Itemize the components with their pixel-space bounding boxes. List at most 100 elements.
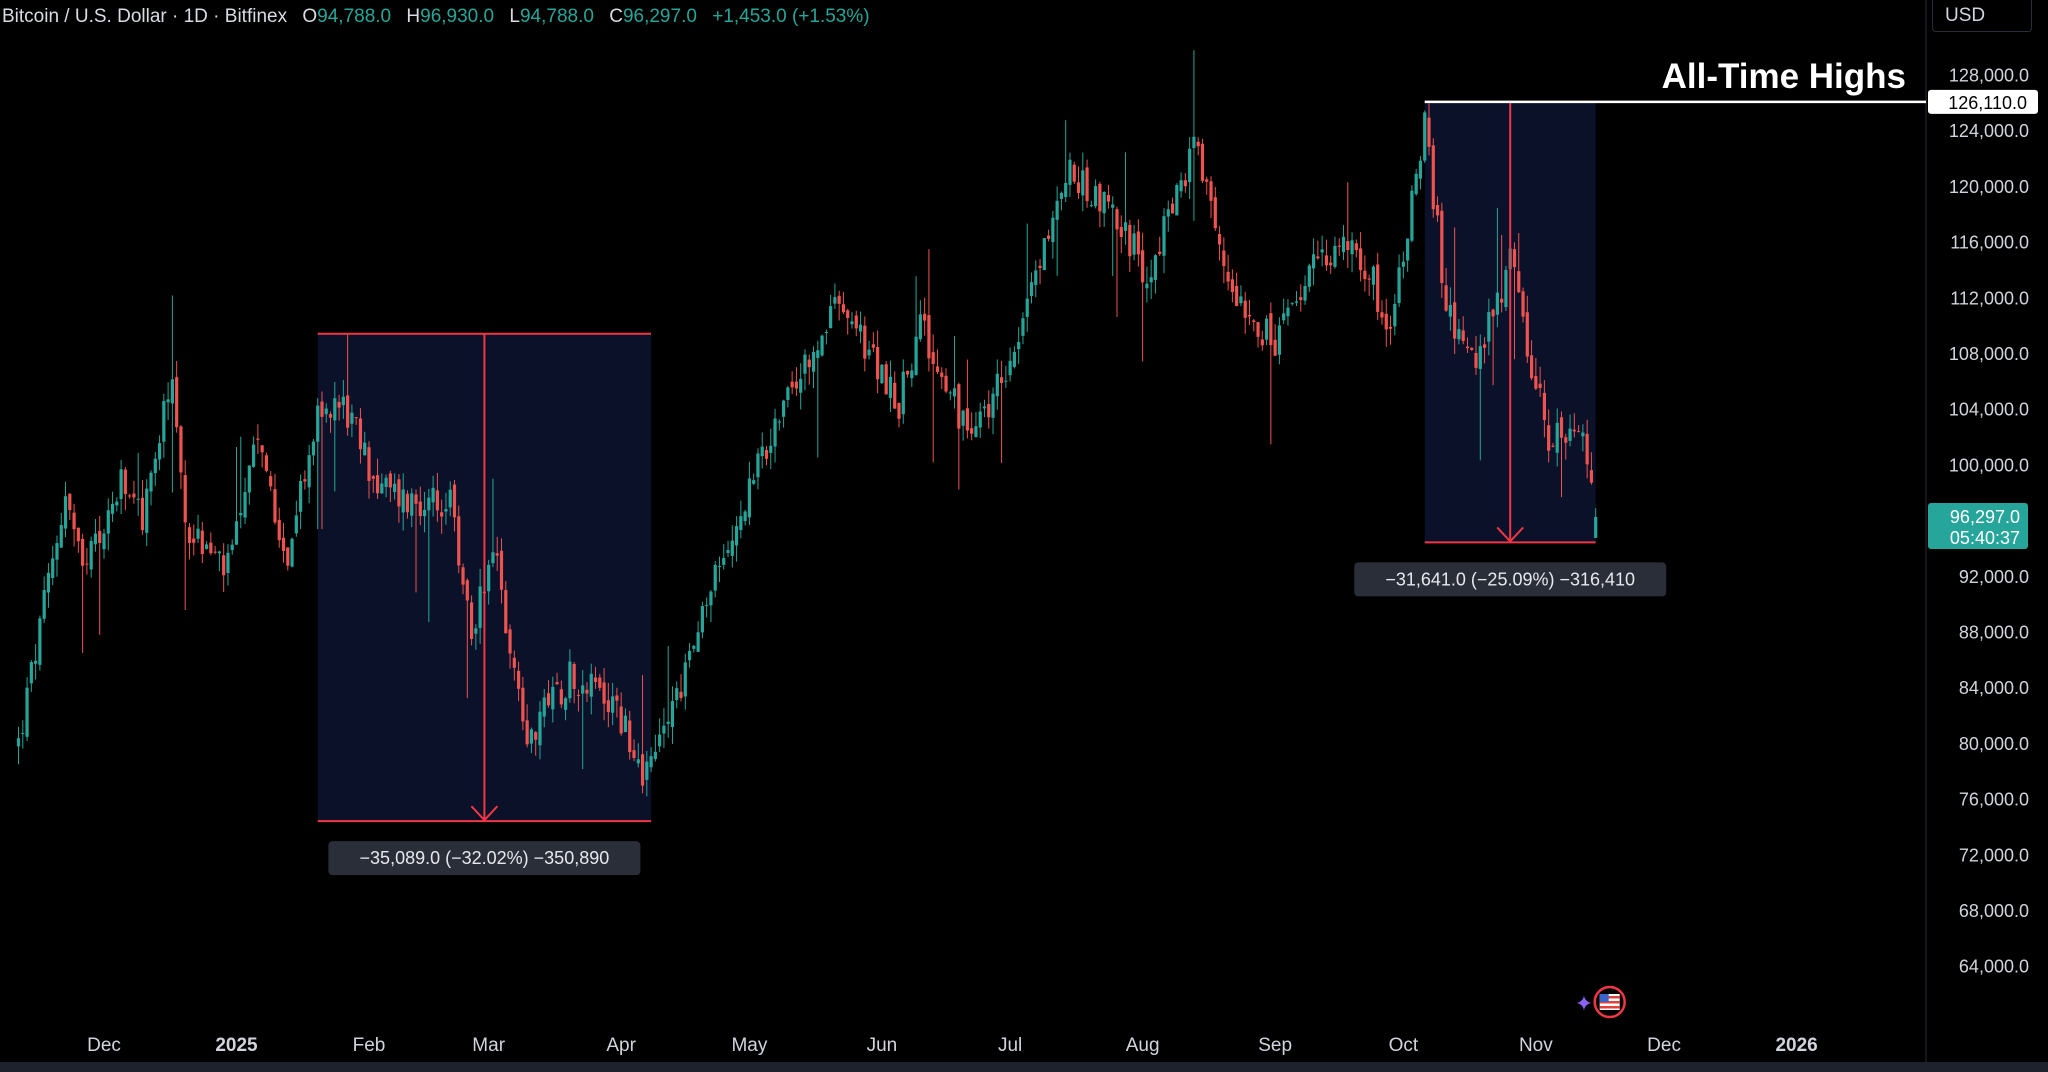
time-tick-label: Apr xyxy=(606,1035,636,1056)
candle-body xyxy=(1064,182,1068,197)
sparkle-icon: ✦ xyxy=(1575,991,1593,1016)
candle-body xyxy=(324,408,328,415)
candle-body xyxy=(1495,292,1499,315)
flag-stripe xyxy=(1599,996,1620,999)
candle-body xyxy=(512,657,516,668)
candle-body xyxy=(820,335,824,356)
candle-body xyxy=(1175,185,1179,216)
candle-body xyxy=(1141,250,1145,283)
candle-body xyxy=(1594,516,1598,538)
symbol-name[interactable]: Bitcoin / U.S. Dollar · 1D · Bitfinex xyxy=(2,6,288,27)
candle-body xyxy=(128,495,132,497)
candle-body xyxy=(965,408,969,431)
candle-body xyxy=(384,477,388,487)
candle-body xyxy=(328,413,333,418)
candle-body xyxy=(961,410,965,426)
candle-body xyxy=(405,493,410,513)
price-tick-label: 88,000.0 xyxy=(1959,623,2029,643)
candle-body xyxy=(628,720,632,753)
candle-body xyxy=(653,751,657,759)
candle-body xyxy=(1487,312,1491,342)
candle-body xyxy=(816,350,820,358)
candle-body xyxy=(730,540,734,556)
candle-body xyxy=(1376,264,1380,312)
candle-body xyxy=(1410,190,1414,241)
measure-label-bg xyxy=(328,841,641,876)
candle-body xyxy=(880,364,884,384)
candle-body xyxy=(1115,209,1119,230)
candle-body xyxy=(264,455,269,471)
currency-selector[interactable]: USD xyxy=(1932,0,2032,32)
candle-body xyxy=(504,590,508,634)
price-tick-label: 64,000.0 xyxy=(1959,957,2029,977)
candle-body xyxy=(1346,241,1350,251)
candle-body xyxy=(1440,210,1444,284)
low-label: L xyxy=(509,6,520,27)
candle-body xyxy=(1290,303,1294,305)
candle-body xyxy=(1303,285,1307,301)
candle-body xyxy=(884,364,888,395)
candle-body xyxy=(1307,265,1311,287)
flag-stripe xyxy=(1599,1006,1620,1009)
candle-body xyxy=(1123,222,1128,231)
candle-body xyxy=(619,706,623,734)
candle-body xyxy=(786,387,790,400)
candle-body xyxy=(1149,277,1153,283)
candle-body xyxy=(863,325,867,359)
candle-body xyxy=(1367,278,1371,280)
candle-body xyxy=(273,489,277,523)
candle-body xyxy=(1170,203,1175,214)
candle-body xyxy=(602,682,606,704)
candle-body xyxy=(1235,285,1239,306)
price-tick-label: 124,000.0 xyxy=(1949,121,2029,141)
candle-body xyxy=(1512,249,1517,268)
candle-body xyxy=(538,711,542,746)
candle-body xyxy=(1153,255,1158,280)
time-tick-label: Oct xyxy=(1389,1035,1419,1056)
candle-body xyxy=(1226,271,1230,282)
candle-body xyxy=(1196,141,1200,147)
candle-body xyxy=(1401,261,1405,267)
candle-body xyxy=(132,493,136,498)
candle-body xyxy=(380,483,384,494)
candle-body xyxy=(1465,346,1470,349)
candle-body xyxy=(640,754,645,786)
candle-body xyxy=(371,476,375,479)
time-tick-label: 2025 xyxy=(215,1035,258,1056)
candle-body xyxy=(1478,346,1482,369)
candle-body xyxy=(1572,429,1576,432)
candle-body xyxy=(354,417,358,419)
candle-body xyxy=(1453,302,1457,339)
candle-body xyxy=(1008,360,1012,376)
candle-body xyxy=(1482,344,1487,348)
candle-body xyxy=(893,382,897,409)
candle-body xyxy=(854,315,858,329)
candle-body xyxy=(1273,339,1277,356)
candle-body xyxy=(1521,291,1525,317)
candle-body xyxy=(662,725,666,734)
candle-body xyxy=(1145,283,1149,289)
candle-body xyxy=(200,530,204,555)
measure-label: −35,089.0 (−32.02%) −350,890 xyxy=(360,848,610,868)
time-tick-label: Mar xyxy=(472,1035,505,1056)
candle-body xyxy=(1393,303,1397,327)
ath-price-tag-label: 126,110.0 xyxy=(1948,93,2027,113)
candle-body xyxy=(931,352,935,365)
close-label: C xyxy=(609,6,623,27)
candle-body xyxy=(457,516,461,566)
candle-body xyxy=(448,489,452,508)
candle-body xyxy=(85,563,89,565)
candle-body xyxy=(905,370,910,375)
candle-body xyxy=(516,670,521,689)
candle-body xyxy=(1337,245,1341,247)
candle-body xyxy=(829,306,833,329)
candle-body xyxy=(1384,313,1388,330)
price-tick-label: 76,000.0 xyxy=(1959,790,2029,810)
candle-body xyxy=(38,618,42,665)
candle-body xyxy=(551,686,555,710)
candle-body xyxy=(923,313,927,321)
candle-body xyxy=(525,720,529,745)
candle-body xyxy=(1294,301,1299,303)
candle-body xyxy=(1551,445,1555,447)
